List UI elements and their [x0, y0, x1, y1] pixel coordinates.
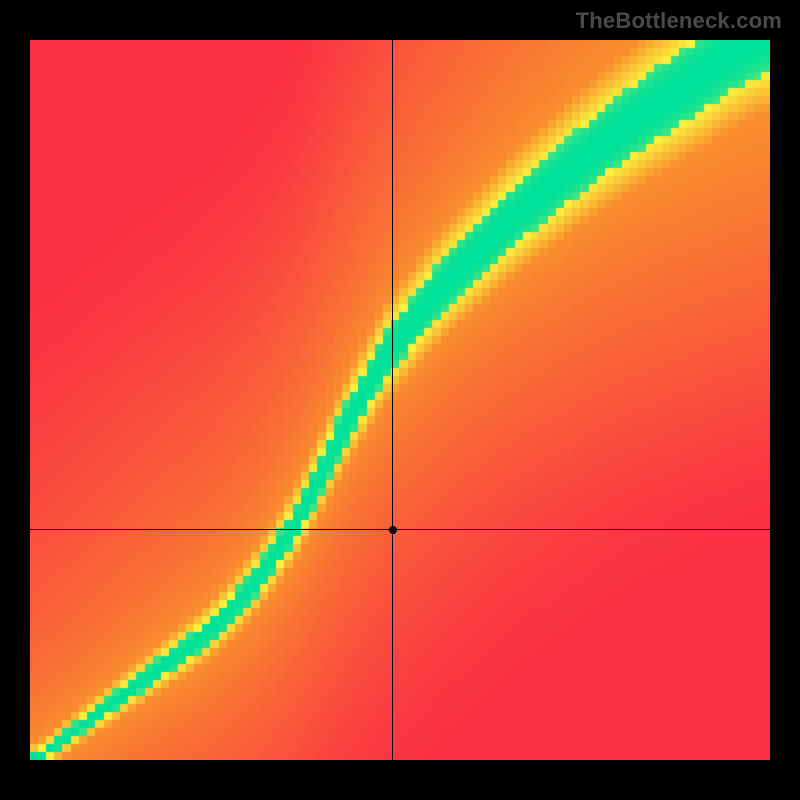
crosshair-vertical — [392, 40, 393, 760]
bottleneck-heatmap — [30, 40, 770, 760]
watermark-text: TheBottleneck.com — [576, 8, 782, 34]
crosshair-horizontal — [30, 529, 770, 530]
crosshair-dot — [389, 526, 397, 534]
